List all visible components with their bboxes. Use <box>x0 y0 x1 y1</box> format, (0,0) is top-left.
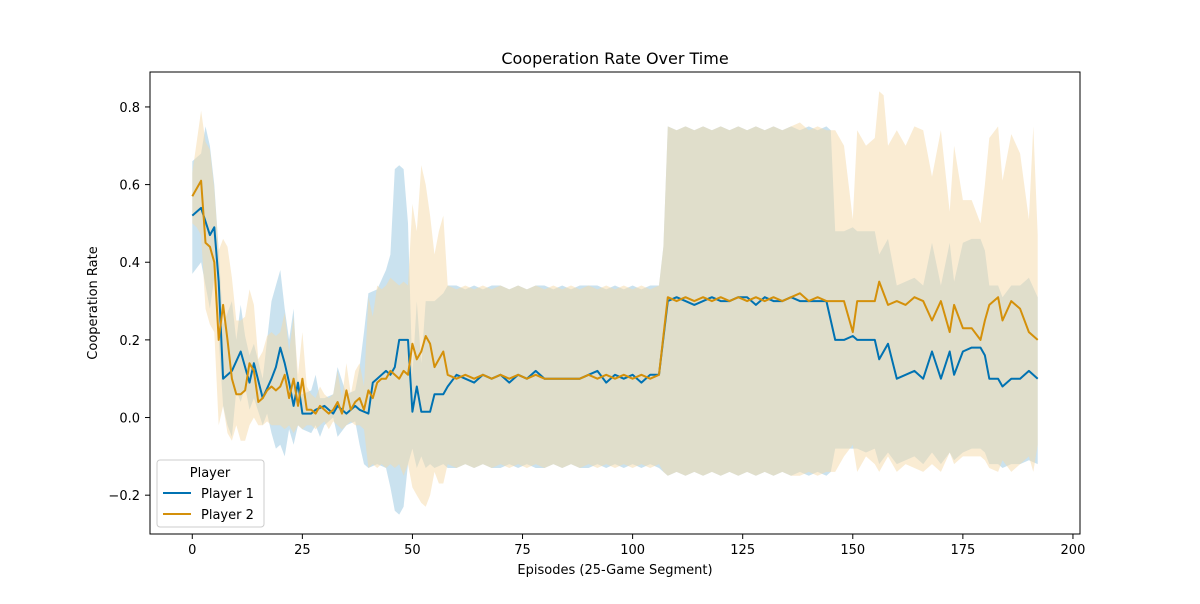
legend: Player Player 1 Player 2 <box>156 459 265 528</box>
y-tick-label: 0.6 <box>119 179 140 194</box>
y-axis-label: Cooperation Rate <box>86 246 101 359</box>
plot-area-frame <box>149 71 1081 535</box>
x-tick-label: 150 <box>840 543 865 558</box>
legend-label-player-1: Player 1 <box>201 487 254 502</box>
x-tick-label: 200 <box>1061 543 1086 558</box>
legend-label-player-2: Player 2 <box>201 508 254 523</box>
y-axis-ticks: −0.2 0.0 0.2 0.4 0.6 0.8 <box>108 101 150 504</box>
x-axis-ticks: 0 25 50 75 100 125 150 175 200 <box>188 534 1085 558</box>
x-tick-label: 100 <box>620 543 645 558</box>
x-tick-label: 75 <box>514 543 531 558</box>
x-tick-label: 175 <box>950 543 975 558</box>
x-tick-label: 125 <box>730 543 755 558</box>
y-tick-label: −0.2 <box>108 489 140 504</box>
y-tick-label: 0.8 <box>119 101 140 116</box>
legend-title: Player <box>190 466 231 481</box>
chart-title: Cooperation Rate Over Time <box>501 49 728 68</box>
series-lines <box>191 179 1039 415</box>
x-axis-label: Episodes (25-Game Segment) <box>517 563 712 578</box>
confidence-bands <box>192 91 1038 515</box>
x-tick-label: 50 <box>404 543 421 558</box>
y-tick-label: 0.4 <box>119 256 140 271</box>
legend-box <box>156 459 265 528</box>
confidence-band-player-2 <box>192 91 1038 507</box>
x-tick-label: 25 <box>294 543 311 558</box>
x-tick-label: 0 <box>188 543 196 558</box>
y-tick-label: 0.0 <box>119 412 140 427</box>
series-line-player-2 <box>191 179 1039 415</box>
y-tick-label: 0.2 <box>119 334 140 349</box>
